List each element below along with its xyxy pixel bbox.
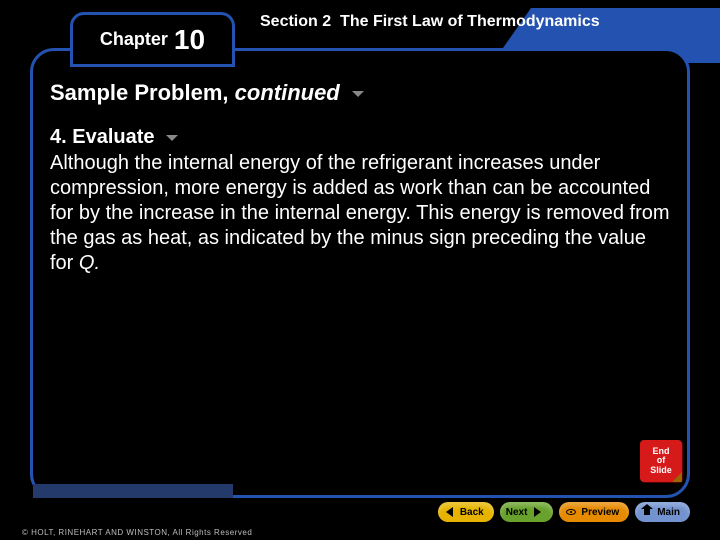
home-icon <box>641 506 653 518</box>
section-title: The First Law of Thermodynamics <box>340 13 600 30</box>
slide-content: Sample Problem, continued 4. Evaluate Al… <box>50 80 670 276</box>
page-curl-icon <box>672 472 682 482</box>
triangle-right-icon <box>531 506 543 518</box>
preview-button[interactable]: Preview <box>559 502 629 522</box>
triangle-left-icon <box>444 506 456 518</box>
end-of-slide-badge[interactable]: End of Slide <box>640 440 682 482</box>
slide-title-continued: continued <box>235 80 340 105</box>
body-paragraph: Although the internal energy of the refr… <box>50 151 670 276</box>
wedge-decoration <box>33 484 233 498</box>
slide-title: Sample Problem, continued <box>50 80 670 106</box>
step-heading: 4. Evaluate <box>50 126 670 149</box>
slide-title-main: Sample Problem, <box>50 80 229 105</box>
section-label: Section 2 <box>260 13 331 30</box>
step-name: Evaluate <box>72 126 154 148</box>
back-button[interactable]: Back <box>438 502 494 522</box>
body-main-text: Although the internal energy of the refr… <box>50 152 670 274</box>
nav-bar: Back Next Preview Main <box>438 502 690 522</box>
step-number: 4. <box>50 126 67 148</box>
eye-icon <box>565 506 577 518</box>
copyright-text: © HOLT, RINEHART AND WINSTON, All Rights… <box>0 524 720 540</box>
preview-label: Preview <box>581 507 619 518</box>
chapter-word: Chapter <box>100 29 168 50</box>
back-label: Back <box>460 507 484 518</box>
chapter-number: 10 <box>174 24 205 56</box>
chevron-down-icon[interactable] <box>352 91 364 97</box>
chapter-tab: Chapter 10 <box>70 12 235 67</box>
next-button[interactable]: Next <box>500 502 554 522</box>
main-button[interactable]: Main <box>635 502 690 522</box>
chevron-down-icon[interactable] <box>166 135 178 141</box>
next-label: Next <box>506 507 528 518</box>
body-variable-q: Q. <box>79 252 100 274</box>
main-label: Main <box>657 507 680 518</box>
end-slide-line3: Slide <box>650 466 672 475</box>
